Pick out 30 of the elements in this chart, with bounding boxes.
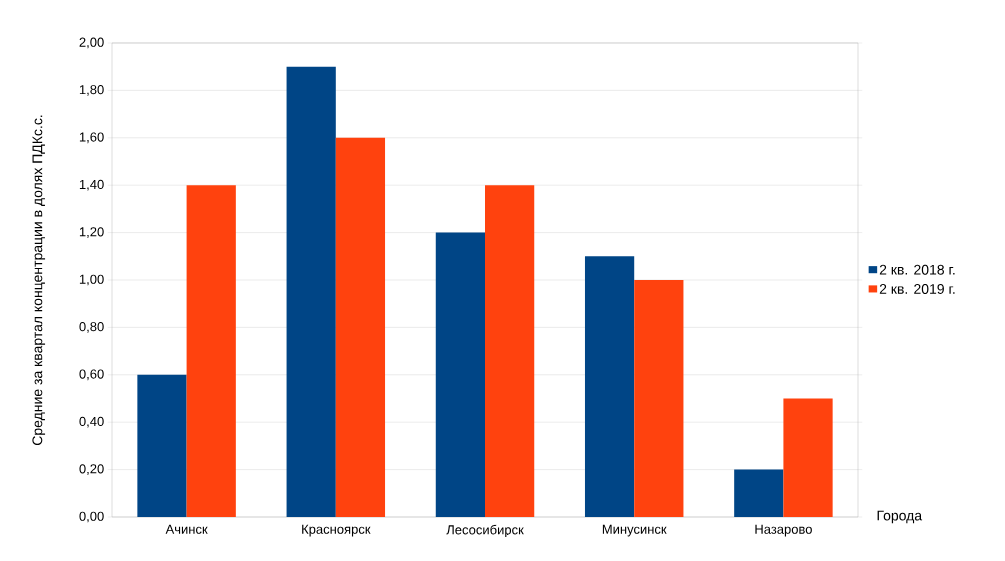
bar <box>584 256 635 517</box>
x-tick-label: Ачинск <box>165 524 208 534</box>
y-tick-label: 0,40 <box>79 416 104 428</box>
x-axis-title: Города <box>877 510 923 524</box>
y-tick-label: 0,00 <box>79 511 104 523</box>
y-tick-label: 1,40 <box>79 179 104 191</box>
bar <box>634 280 684 517</box>
bar <box>137 374 187 517</box>
x-tick-label: Минусинск <box>602 524 667 537</box>
bar <box>435 232 485 517</box>
x-tick-label: Красноярск <box>302 524 371 537</box>
y-tick-label: 1,80 <box>79 85 104 96</box>
x-tick-label: Назарово <box>755 524 812 537</box>
y-tick-label: 1,60 <box>79 132 104 144</box>
y-tick-label: 0,80 <box>79 322 104 333</box>
y-tick-label: 0,20 <box>79 464 104 475</box>
y-tick-label: 0,60 <box>79 369 104 381</box>
y-axis-title: Средние за квартал концентрации в долях ПДКс.с. <box>32 115 46 445</box>
y-tick-label: 1,00 <box>79 274 104 286</box>
legend-label: 2 кв. 2019 г. <box>879 283 955 294</box>
bar <box>335 137 386 517</box>
bar <box>783 398 833 517</box>
y-tick-label: 1,20 <box>79 227 104 238</box>
legend-label: 2 кв. 2018 г. <box>879 264 955 275</box>
bar <box>186 185 236 517</box>
x-tick-label: Лесосибирск <box>446 524 524 538</box>
y-tick-label: 2,00 <box>79 37 104 49</box>
bar <box>286 66 336 517</box>
bar <box>485 185 535 517</box>
bar <box>734 469 784 517</box>
